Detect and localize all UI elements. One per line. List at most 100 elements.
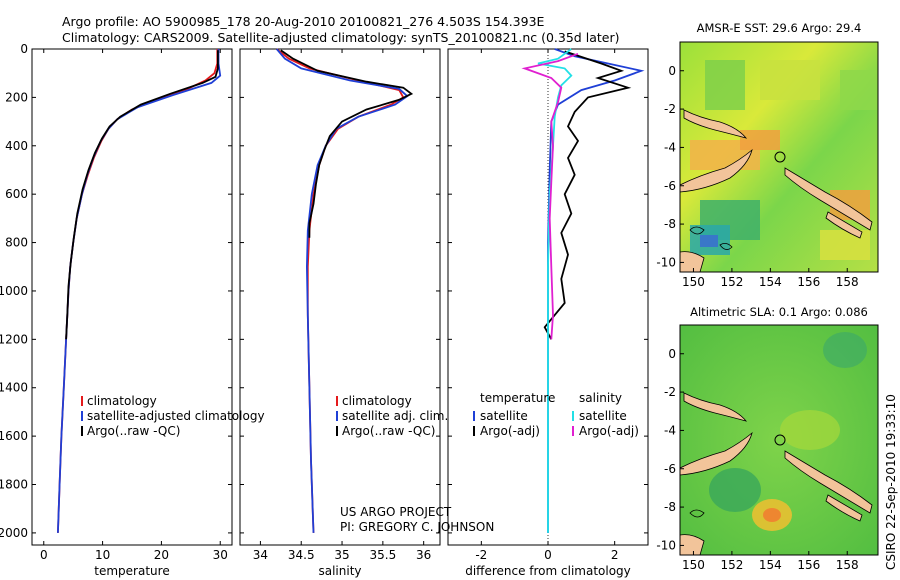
legend-label: climatology	[87, 394, 157, 408]
legend-group-title: temperature	[480, 391, 555, 405]
legend-label: climatology	[342, 394, 412, 408]
x-tick-label: 35	[334, 548, 349, 562]
x-tick-label: 152	[720, 275, 743, 289]
x-tick-label: 0	[40, 548, 48, 562]
series-line	[57, 49, 222, 533]
y-tick-label: -8	[664, 217, 676, 231]
sst-patch	[740, 130, 780, 150]
temperature-profile-panel: 0 200 400 600 800 1000 1200 1400 1600 1800 2000 0 10…	[0, 42, 265, 578]
pi-credit: PI: GREGORY C. JOHNSON	[340, 520, 494, 534]
x-axis-label: salinity	[318, 564, 361, 578]
legend-group-title: salinity	[579, 391, 622, 405]
sst-map-title: AMSR-E SST: 29.6 Argo: 29.4	[697, 21, 862, 35]
land-mass	[680, 148, 753, 193]
series-line	[537, 48, 573, 533]
y-tick-label: 0	[668, 347, 676, 361]
series-line	[547, 48, 645, 533]
x-tick-label: 10	[95, 548, 110, 562]
y-tick-label: -2	[664, 385, 676, 399]
argo-position-marker	[774, 434, 786, 446]
series-line	[276, 48, 409, 533]
land-mass	[689, 509, 705, 518]
legend-label: satellite-adjusted climatology	[87, 409, 265, 423]
y-tick-label: 0	[668, 64, 676, 78]
x-tick-label: 152	[720, 558, 743, 572]
axes-frame	[239, 48, 441, 546]
legend-label: satellite	[480, 409, 528, 423]
x-tick-label: 156	[797, 275, 820, 289]
y-tick-label: 1400	[0, 381, 28, 395]
argo-position-marker	[774, 151, 786, 163]
y-tick-label: -4	[664, 140, 676, 154]
land-mass	[784, 450, 873, 514]
legend-label: satellite	[579, 409, 627, 423]
y-tick-label: 2000	[0, 526, 28, 540]
land-mass	[825, 211, 863, 239]
legend-label: Argo(..raw -QC)	[342, 424, 435, 438]
plot-title-line2: Climatology: CARS2009. Satellite-adjuste…	[62, 30, 620, 45]
land-mass	[680, 251, 705, 272]
x-tick-label: 150	[682, 275, 705, 289]
land-mass	[683, 109, 748, 139]
y-tick-label: 800	[5, 236, 28, 250]
x-tick-label: 0	[544, 548, 552, 562]
project-credit: US ARGO PROJECT	[340, 505, 452, 519]
sst-patch	[840, 70, 878, 110]
x-tick-label: 2	[611, 548, 619, 562]
series-line	[280, 49, 414, 238]
series-line	[521, 52, 579, 340]
land-mass	[719, 243, 733, 250]
y-tick-label: -6	[664, 179, 676, 193]
land-mass	[825, 494, 863, 522]
x-tick-label: 36	[416, 548, 431, 562]
timestamp-stamp: CSIRO 22-Sep-2010 19:33:10	[884, 394, 898, 570]
y-tick-label: -10	[656, 255, 676, 269]
series-line	[65, 50, 219, 340]
x-tick-label: 158	[836, 558, 859, 572]
series-line	[276, 48, 405, 533]
land-mass	[784, 167, 873, 231]
legend-label: satellite adj. clim.	[342, 409, 448, 423]
series-line	[57, 49, 219, 533]
sst-patch	[820, 230, 870, 260]
x-axis-label: difference from climatology	[465, 564, 631, 578]
sst-map: 150 152 154 156 158 0 -2 -4 -6 -8 -10 AMSR-E SST: …	[656, 21, 879, 289]
plot-title-line1: Argo profile: AO 5900985_178 20-Aug-2010…	[62, 14, 545, 29]
sst-patch	[705, 60, 745, 110]
x-tick-label: 35.5	[369, 548, 396, 562]
x-tick-label: 156	[797, 558, 820, 572]
y-tick-label: 200	[5, 90, 28, 104]
x-tick-label: 154	[759, 558, 782, 572]
land-mass	[683, 392, 748, 422]
legend-label: Argo(-adj)	[579, 424, 639, 438]
x-tick-label: 150	[682, 558, 705, 572]
axes-frame	[31, 48, 233, 546]
land-mass	[689, 226, 705, 235]
land-mass	[680, 534, 705, 555]
salinity-profile-panel: 34 34.5 35 35.5 36 salinity climatologysatelli…	[239, 48, 448, 578]
x-tick-label: -2	[475, 548, 487, 562]
sst-patch	[760, 60, 820, 100]
sst-patch	[700, 235, 718, 247]
y-tick-label: 1200	[0, 332, 28, 346]
y-tick-label: -6	[664, 462, 676, 476]
difference-profile-panel: -2 0 2 difference from climatology temperatu…	[447, 48, 649, 578]
legend-label: Argo(-adj)	[480, 424, 540, 438]
y-tick-label: -8	[664, 500, 676, 514]
legend-label: Argo(..raw -QC)	[87, 424, 180, 438]
y-tick-label: -2	[664, 102, 676, 116]
series-line	[543, 50, 632, 340]
y-tick-label: 1800	[0, 478, 28, 492]
sla-map-title: Altimetric SLA: 0.1 Argo: 0.086	[690, 305, 868, 319]
x-tick-label: 158	[836, 275, 859, 289]
x-tick-label: 34	[253, 548, 268, 562]
land-mass	[680, 431, 753, 476]
y-tick-label: 1000	[0, 284, 28, 298]
y-tick-label: 600	[5, 187, 28, 201]
y-tick-label: 400	[5, 139, 28, 153]
sla-map: 150 152 154 156 158 0 -2 -4 -6 -8 -10 Altimetric S…	[656, 305, 879, 572]
y-tick-label: -4	[664, 423, 676, 437]
x-tick-label: 20	[154, 548, 169, 562]
y-tick-label: 0	[20, 42, 28, 56]
